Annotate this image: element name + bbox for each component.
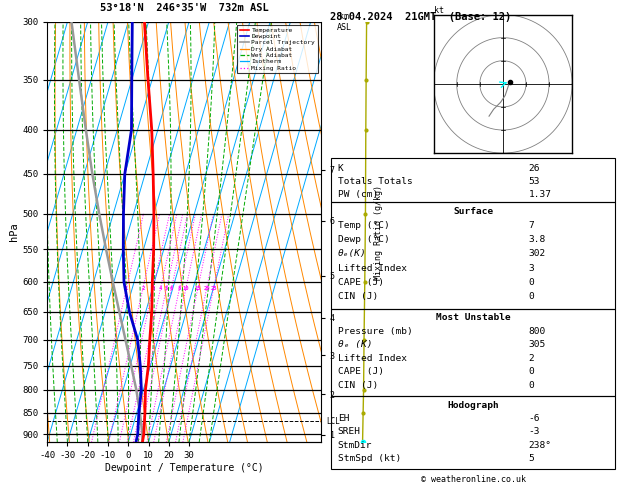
Text: CIN (J): CIN (J) [338,381,378,390]
Text: θₑ (K): θₑ (K) [338,340,372,349]
Text: 800: 800 [528,327,545,336]
Text: Surface: Surface [454,207,493,216]
X-axis label: Dewpoint / Temperature (°C): Dewpoint / Temperature (°C) [104,463,264,473]
Text: 8: 8 [178,286,181,291]
Text: 0: 0 [528,278,534,287]
Text: 5: 5 [165,286,168,291]
Text: K: K [338,164,343,173]
Text: 28.04.2024  21GMT  (Base: 12): 28.04.2024 21GMT (Base: 12) [330,12,511,22]
Text: 10: 10 [182,286,189,291]
Text: 302: 302 [528,249,545,259]
Text: 25: 25 [211,286,217,291]
Text: 6: 6 [170,286,173,291]
Text: -6: -6 [528,414,540,423]
Text: Dewp (°C): Dewp (°C) [338,235,389,244]
Text: LCL: LCL [326,417,340,426]
Text: Pressure (mb): Pressure (mb) [338,327,413,336]
Text: 2: 2 [528,354,534,363]
Text: SREH: SREH [338,428,361,436]
Text: 3.8: 3.8 [528,235,545,244]
Text: Lifted Index: Lifted Index [338,263,407,273]
Text: Most Unstable: Most Unstable [436,313,511,323]
Legend: Temperature, Dewpoint, Parcel Trajectory, Dry Adiabat, Wet Adiabat, Isotherm, Mi: Temperature, Dewpoint, Parcel Trajectory… [237,25,318,73]
Y-axis label: hPa: hPa [9,223,19,242]
Text: CIN (J): CIN (J) [338,292,378,301]
Text: kt: kt [433,5,443,15]
Text: 15: 15 [194,286,201,291]
Text: Lifted Index: Lifted Index [338,354,407,363]
Text: 0: 0 [528,367,534,376]
Text: 7: 7 [528,221,534,230]
Text: 0: 0 [528,381,534,390]
Text: © weatheronline.co.uk: © weatheronline.co.uk [421,474,526,484]
Text: 26: 26 [528,164,540,173]
Text: EH: EH [338,414,349,423]
Text: 1: 1 [125,286,128,291]
Text: 4: 4 [159,286,162,291]
Text: ASL: ASL [337,23,352,33]
Text: 3: 3 [152,286,155,291]
Text: 0: 0 [528,292,534,301]
Text: Hodograph: Hodograph [447,401,499,410]
Text: 53: 53 [528,177,540,186]
Text: 238°: 238° [528,441,552,450]
Text: Mixing Ratio (g/kg): Mixing Ratio (g/kg) [374,185,384,279]
Text: 5: 5 [528,454,534,463]
Text: CAPE (J): CAPE (J) [338,367,384,376]
Text: Temp (°C): Temp (°C) [338,221,389,230]
Text: 53°18'N  246°35'W  732m ASL: 53°18'N 246°35'W 732m ASL [99,3,269,14]
Text: 20: 20 [203,286,210,291]
Text: θₑ(K): θₑ(K) [338,249,367,259]
Text: km: km [339,13,349,21]
Text: 2: 2 [142,286,145,291]
Text: -3: -3 [528,428,540,436]
Text: StmSpd (kt): StmSpd (kt) [338,454,401,463]
Text: Totals Totals: Totals Totals [338,177,413,186]
Text: PW (cm): PW (cm) [338,191,378,199]
Text: 1.37: 1.37 [528,191,552,199]
Text: CAPE (J): CAPE (J) [338,278,384,287]
Text: StmDir: StmDir [338,441,372,450]
Text: 305: 305 [528,340,545,349]
Text: 3: 3 [528,263,534,273]
